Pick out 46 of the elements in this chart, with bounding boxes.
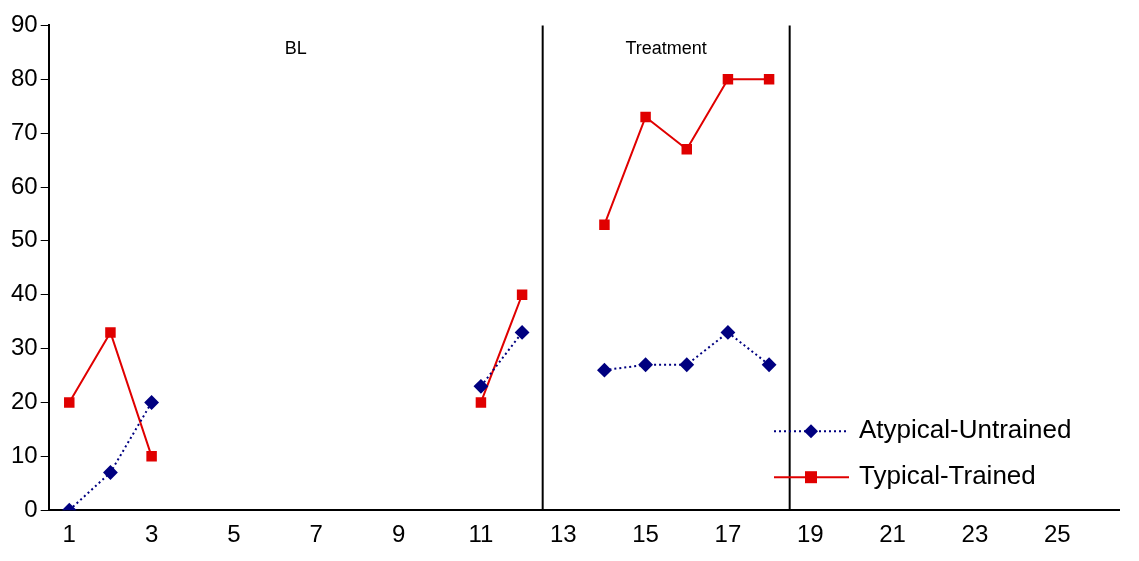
y-tick-label: 30 <box>10 333 38 361</box>
y-tick-label: 90 <box>10 10 38 38</box>
point <box>597 363 612 378</box>
point <box>681 144 692 155</box>
x-tick-label: 17 <box>714 520 742 548</box>
point <box>722 74 734 85</box>
y-tick-label: 60 <box>10 171 38 199</box>
point <box>762 357 777 372</box>
point <box>475 397 487 408</box>
point <box>473 379 488 394</box>
point <box>64 397 75 408</box>
y-tick-label: 40 <box>10 279 38 307</box>
x-tick-label: 9 <box>391 520 406 548</box>
point <box>599 219 610 230</box>
point <box>515 325 530 340</box>
x-tick-label: 7 <box>309 520 323 548</box>
y-tick-label: 20 <box>10 387 38 415</box>
y-tick-label: 10 <box>10 440 38 468</box>
point <box>144 395 159 410</box>
point <box>105 327 116 338</box>
legend-label: Typical-Trained <box>859 460 1036 491</box>
point <box>638 357 653 372</box>
point <box>720 325 735 340</box>
legend-label: Atypical-Untrained <box>859 414 1072 445</box>
annotation: BL <box>284 38 307 59</box>
y-tick-label: 0 <box>24 494 38 522</box>
point <box>103 465 118 480</box>
point <box>146 451 157 462</box>
annotation: Treatment <box>625 38 707 59</box>
x-tick-label: 19 <box>796 520 824 548</box>
point <box>763 74 775 85</box>
point <box>679 357 694 372</box>
x-tick-label: 3 <box>144 520 159 548</box>
x-tick-label: 11 <box>468 520 494 548</box>
y-tick-label: 50 <box>10 225 38 253</box>
x-tick-label: 21 <box>879 520 906 548</box>
y-tick-label: 70 <box>10 117 38 145</box>
x-tick-label: 5 <box>227 520 241 548</box>
x-tick-label: 1 <box>62 520 76 548</box>
x-tick-label: 13 <box>549 520 577 548</box>
point <box>640 111 651 123</box>
x-tick-label: 25 <box>1043 520 1071 548</box>
x-tick-label: 23 <box>961 520 989 548</box>
point <box>516 289 528 300</box>
y-tick-label: 80 <box>10 63 38 91</box>
x-tick-label: 15 <box>632 520 659 548</box>
